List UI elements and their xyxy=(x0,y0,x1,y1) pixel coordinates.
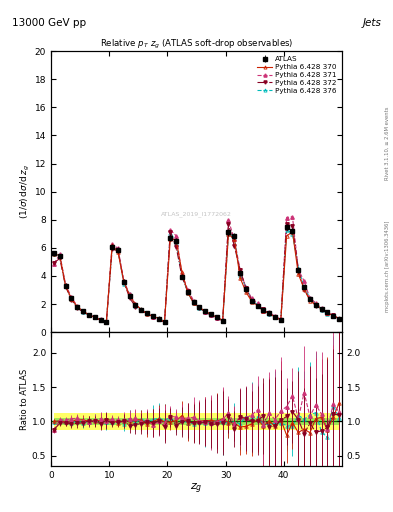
Y-axis label: Ratio to ATLAS: Ratio to ATLAS xyxy=(20,369,29,430)
Title: Relative $p_T$ $z_g$ (ATLAS soft-drop observables): Relative $p_T$ $z_g$ (ATLAS soft-drop ob… xyxy=(100,38,293,51)
Text: 13000 GeV pp: 13000 GeV pp xyxy=(12,18,86,28)
Text: mcplots.cern.ch [arXiv:1306.3436]: mcplots.cern.ch [arXiv:1306.3436] xyxy=(385,221,390,312)
Text: Jets: Jets xyxy=(362,18,381,28)
Text: Rivet 3.1.10, ≥ 2.6M events: Rivet 3.1.10, ≥ 2.6M events xyxy=(385,106,390,180)
Text: ATLAS_2019_I1772062: ATLAS_2019_I1772062 xyxy=(161,211,232,217)
X-axis label: $z_g$: $z_g$ xyxy=(190,481,203,496)
Y-axis label: $(1/\sigma)\,\mathrm{d}\sigma/\mathrm{d}\,z_g$: $(1/\sigma)\,\mathrm{d}\sigma/\mathrm{d}… xyxy=(19,164,32,219)
Legend: ATLAS, Pythia 6.428 370, Pythia 6.428 371, Pythia 6.428 372, Pythia 6.428 376: ATLAS, Pythia 6.428 370, Pythia 6.428 37… xyxy=(255,55,338,95)
